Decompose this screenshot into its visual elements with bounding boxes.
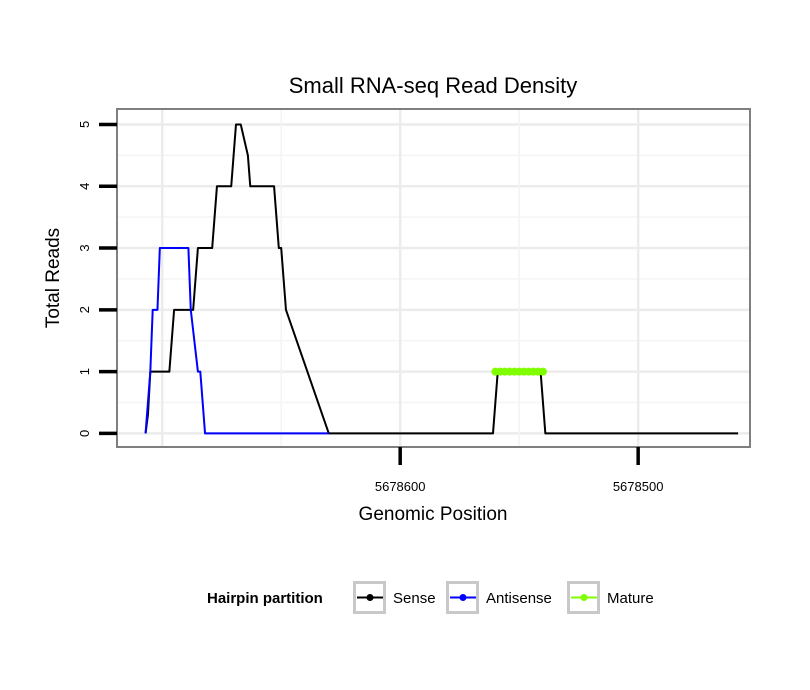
legend-title: Hairpin partition [207, 590, 323, 607]
x-tick-label: 5678600 [375, 479, 426, 494]
legend-dot-sense [366, 594, 374, 601]
data-point-mature [538, 367, 547, 376]
y-tick-label: 2 [77, 306, 92, 313]
grid-lines [117, 109, 750, 447]
series-layer [144, 123, 739, 435]
y-tick-label: 3 [77, 244, 92, 251]
legend-dot-antisense [459, 594, 467, 601]
y-tick-label: 1 [77, 368, 92, 375]
legend-label-sense: Sense [393, 590, 436, 607]
legend-item-sense: Sense [353, 581, 436, 614]
y-tick-label: 0 [77, 430, 92, 437]
plot-panel-bg [117, 109, 750, 447]
legend-items: Sense Antisense Mature [353, 581, 654, 614]
chart-title: Small RNA-seq Read Density [289, 73, 578, 98]
legend-label-mature: Mature [607, 590, 654, 607]
legend-item-mature: Mature [567, 581, 654, 614]
legend-item-antisense: Antisense [446, 581, 552, 614]
x-axis: 5678600 5678500 [375, 447, 664, 494]
series-line-sense [144, 123, 739, 435]
y-axis-label: Total Reads [43, 228, 64, 328]
legend: Hairpin partition Sense Antisense Mature [207, 581, 654, 614]
y-tick-label: 4 [77, 183, 92, 190]
x-tick-label: 5678500 [613, 479, 664, 494]
legend-dot-mature [580, 594, 588, 601]
y-tick-label: 5 [77, 121, 92, 128]
y-axis: 0 1 2 3 4 5 [77, 121, 117, 437]
plot-panel-border [116, 108, 751, 448]
series-line-antisense [144, 247, 329, 435]
legend-label-antisense: Antisense [486, 590, 552, 607]
x-axis-label: Genomic Position [359, 504, 508, 525]
